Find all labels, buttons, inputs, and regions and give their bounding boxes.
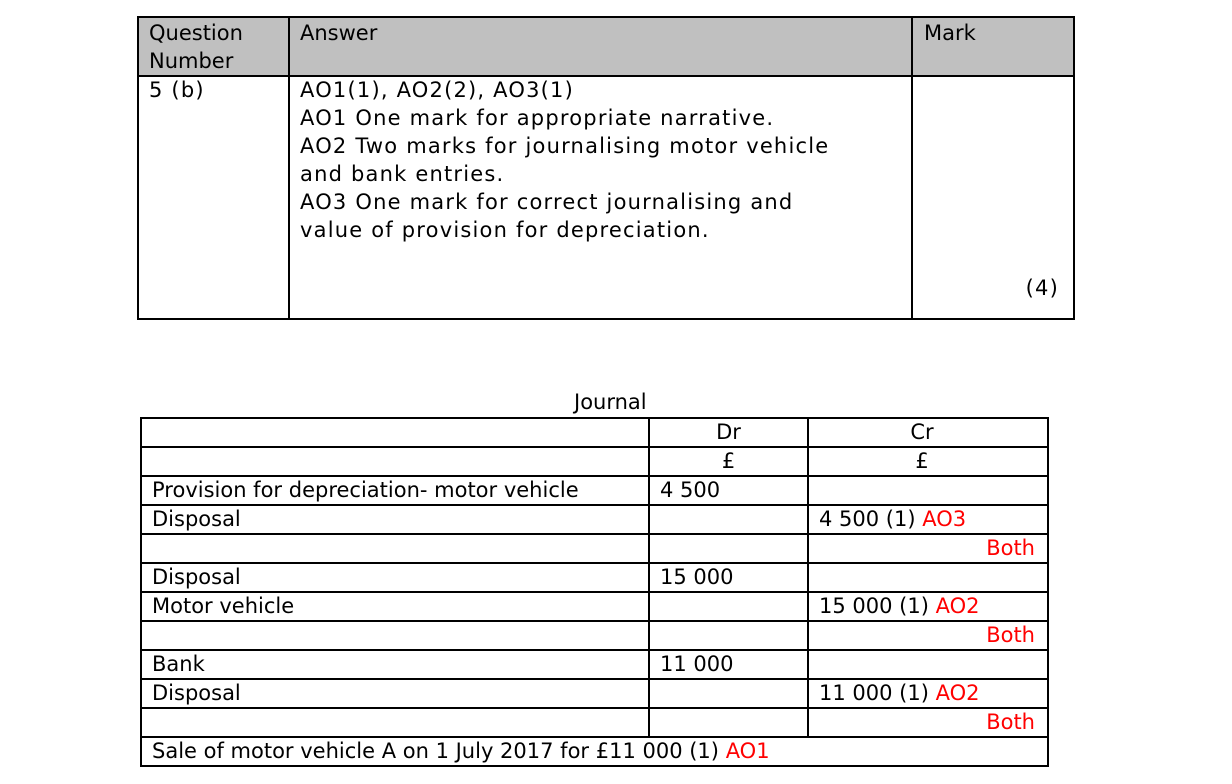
cr-amount: 4 500 (1) — [819, 507, 916, 531]
mark-scheme-table: Question Number Answer Mark 5 (b) AO1(1)… — [137, 16, 1075, 320]
cr-cell — [807, 651, 1049, 678]
cr-cell — [807, 564, 1049, 591]
journal-row: Disposal 11 000 (1) AO2 — [142, 680, 1047, 709]
total-mark: (4) — [1025, 276, 1059, 300]
narrative-text: Sale of motor vehicle A on 1 July 2017 f… — [152, 739, 719, 763]
header-mark: Mark — [924, 21, 976, 45]
journal-row: Disposal 15 000 — [142, 564, 1047, 593]
cr-cell: 15 000 (1) AO2 — [807, 593, 1049, 620]
journal-header-row: Dr Cr — [142, 419, 1047, 448]
header-question-number: Question Number — [149, 21, 243, 73]
cr-header: Cr — [807, 419, 1049, 446]
account-name: Bank — [152, 652, 205, 676]
dr-amount: 11 000 — [648, 651, 807, 678]
assessment-objective-tag: AO2 — [935, 594, 980, 618]
dr-amount: 15 000 — [648, 564, 807, 591]
answer-line: AO2 Two marks for journalising motor veh… — [300, 134, 830, 158]
assessment-objective-tag: AO2 — [935, 681, 980, 705]
narrative: Sale of motor vehicle A on 1 July 2017 f… — [152, 738, 770, 767]
journal-narrative-row: Sale of motor vehicle A on 1 July 2017 f… — [142, 738, 1047, 767]
cr-cell: 11 000 (1) AO2 — [807, 680, 1049, 707]
answer-line: AO3 One mark for correct journalising an… — [300, 190, 794, 214]
answer-line: AO1(1), AO2(2), AO3(1) — [300, 78, 575, 102]
dr-amount — [648, 535, 807, 562]
header-answer: Answer — [300, 21, 378, 45]
journal-row: Motor vehicle 15 000 (1) AO2 — [142, 593, 1047, 622]
journal-row: Bank 11 000 — [142, 651, 1047, 680]
account-name: Motor vehicle — [152, 594, 295, 618]
account-name: Disposal — [152, 681, 241, 705]
dr-currency: £ — [648, 448, 807, 475]
mark-scheme-header-row — [139, 18, 1073, 77]
answer-text: AO1(1), AO2(2), AO3(1) AO1 One mark for … — [300, 76, 829, 244]
answer-line: value of provision for depreciation. — [300, 218, 710, 242]
journal-row: Both — [142, 622, 1047, 651]
journal-row: Provision for depreciation- motor vehicl… — [142, 477, 1047, 506]
account-name: Disposal — [152, 565, 241, 589]
journal-currency-row: £ £ — [142, 448, 1047, 477]
journal-table: Dr Cr £ £ Provision for depreciation- mo… — [140, 417, 1049, 767]
cr-amount: 11 000 (1) — [819, 681, 929, 705]
account-name: Disposal — [152, 507, 241, 531]
journal-row: Both — [142, 709, 1047, 738]
cr-cell: 4 500 (1) AO3 — [807, 506, 1049, 533]
cr-amount: 15 000 (1) — [819, 594, 929, 618]
both-note: Both — [807, 709, 1049, 736]
journal-row: Both — [142, 535, 1047, 564]
cr-cell — [807, 477, 1049, 504]
dr-amount — [648, 506, 807, 533]
cr-currency: £ — [807, 448, 1049, 475]
both-note: Both — [807, 535, 1049, 562]
dr-header: Dr — [648, 419, 807, 446]
dr-amount: 4 500 — [648, 477, 807, 504]
dr-amount — [648, 709, 807, 736]
journal-row: Disposal 4 500 (1) AO3 — [142, 506, 1047, 535]
dr-amount — [648, 680, 807, 707]
account-name: Provision for depreciation- motor vehicl… — [152, 478, 579, 502]
both-note: Both — [807, 622, 1049, 649]
journal-title: Journal — [574, 390, 647, 414]
assessment-objective-tag: AO1 — [725, 739, 770, 763]
answer-line: and bank entries. — [300, 162, 505, 186]
question-number: 5 (b) — [149, 78, 205, 102]
dr-amount — [648, 622, 807, 649]
dr-amount — [648, 593, 807, 620]
answer-line: AO1 One mark for appropriate narrative. — [300, 106, 775, 130]
assessment-objective-tag: AO3 — [922, 507, 967, 531]
